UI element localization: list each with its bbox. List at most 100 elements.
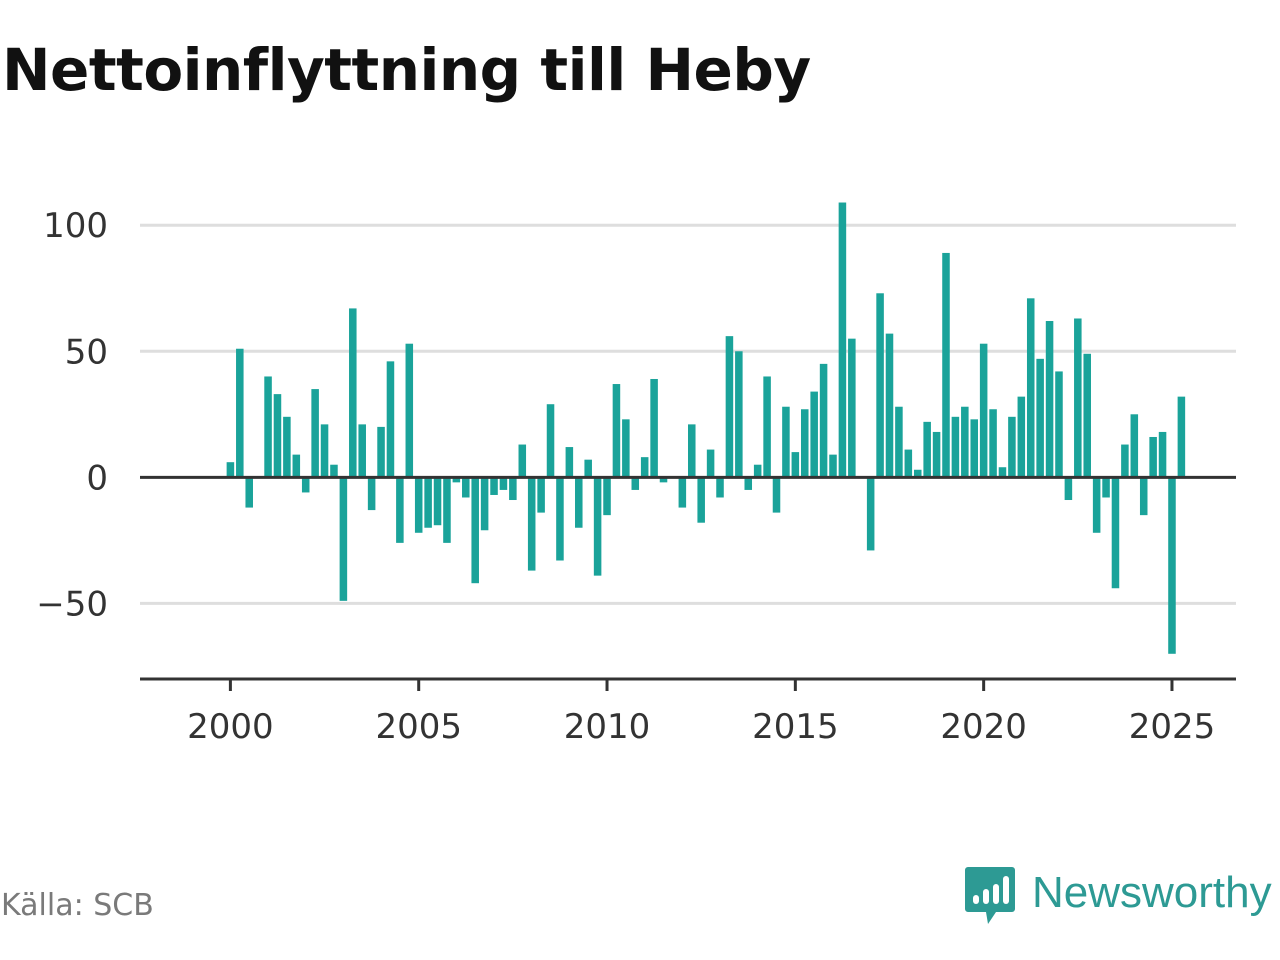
bar	[301, 477, 310, 493]
bar	[1008, 416, 1016, 478]
bar	[1074, 318, 1082, 478]
bar	[989, 409, 997, 478]
bar	[396, 477, 404, 543]
bar	[527, 477, 536, 571]
gridlines	[140, 223, 1236, 605]
newsworthy-brand[interactable]: Newsworthy	[964, 864, 1272, 928]
bar	[226, 462, 235, 478]
bar	[1177, 396, 1186, 478]
y-tick-label: 50	[65, 332, 108, 372]
x-tick-label: 2000	[187, 707, 274, 747]
bar	[546, 404, 555, 478]
bar	[509, 477, 517, 501]
bar	[1045, 321, 1054, 478]
bar	[377, 426, 385, 478]
bar	[1130, 414, 1139, 478]
bar	[1064, 477, 1073, 501]
bar	[942, 252, 950, 478]
bar	[443, 477, 451, 543]
bar	[565, 447, 574, 478]
bar	[1092, 477, 1101, 533]
bar	[782, 406, 790, 478]
bar	[923, 421, 931, 478]
bar	[339, 477, 348, 601]
bar	[1017, 396, 1026, 478]
bar	[829, 454, 837, 478]
bar	[706, 449, 715, 478]
bar	[697, 477, 705, 523]
bar	[970, 419, 978, 478]
bar	[414, 477, 423, 533]
bar	[735, 351, 743, 478]
bar	[876, 293, 884, 478]
bar	[1083, 353, 1091, 478]
bar	[603, 477, 611, 516]
bar	[753, 464, 762, 478]
bar	[367, 477, 376, 511]
bar	[895, 406, 903, 478]
bar	[659, 477, 668, 483]
x-tick-label: 2020	[940, 707, 1027, 747]
source-note: Källa: SCB	[1, 888, 154, 923]
bar	[622, 419, 630, 478]
bar	[678, 477, 687, 508]
bar	[499, 477, 508, 490]
bar	[264, 376, 272, 478]
bar	[640, 457, 649, 478]
bar	[292, 454, 301, 478]
bar	[1149, 436, 1157, 478]
bar	[537, 477, 545, 513]
bar	[791, 452, 800, 478]
y-tick-label: 0	[86, 458, 108, 498]
bar	[1036, 358, 1044, 478]
bar	[612, 384, 621, 478]
bar	[245, 477, 253, 508]
bar	[1026, 298, 1035, 478]
y-tick-label: −50	[36, 584, 108, 624]
bar	[979, 343, 988, 478]
bar	[763, 376, 771, 478]
bar	[1158, 431, 1167, 478]
bar	[471, 477, 479, 584]
y-tick-label: 100	[43, 206, 108, 246]
bar	[462, 477, 470, 498]
bar	[716, 477, 724, 498]
bar	[800, 409, 809, 478]
bar	[932, 431, 941, 478]
newsworthy-logo-icon	[965, 867, 1015, 924]
x-tick-label: 2010	[564, 707, 651, 747]
bar	[433, 477, 442, 526]
bar	[1111, 477, 1120, 589]
bar	[480, 477, 489, 531]
bar	[593, 477, 602, 576]
bar	[998, 467, 1007, 478]
bar	[951, 416, 960, 478]
y-axis-ticks: −50 0 50 100	[36, 206, 108, 624]
x-tick-label: 2005	[375, 707, 462, 747]
bar	[236, 348, 244, 478]
bar	[688, 424, 696, 478]
bar	[819, 363, 828, 478]
bar	[866, 477, 875, 551]
bar	[556, 477, 564, 561]
bar	[490, 477, 498, 495]
bar	[772, 477, 781, 513]
brand-name: Newsworthy	[1032, 868, 1272, 917]
bars	[226, 202, 1186, 654]
bar	[1121, 444, 1129, 478]
bar	[386, 361, 395, 478]
bar	[848, 338, 856, 478]
bar	[358, 424, 366, 478]
bar	[1139, 477, 1148, 516]
bar	[961, 406, 969, 478]
bar	[885, 333, 894, 478]
bar	[283, 416, 291, 478]
bar	[311, 389, 319, 478]
bar	[725, 336, 734, 478]
bar	[584, 459, 592, 478]
bar	[575, 477, 583, 528]
bar	[349, 308, 357, 478]
bar	[1102, 477, 1110, 498]
x-tick-label: 2015	[752, 707, 839, 747]
